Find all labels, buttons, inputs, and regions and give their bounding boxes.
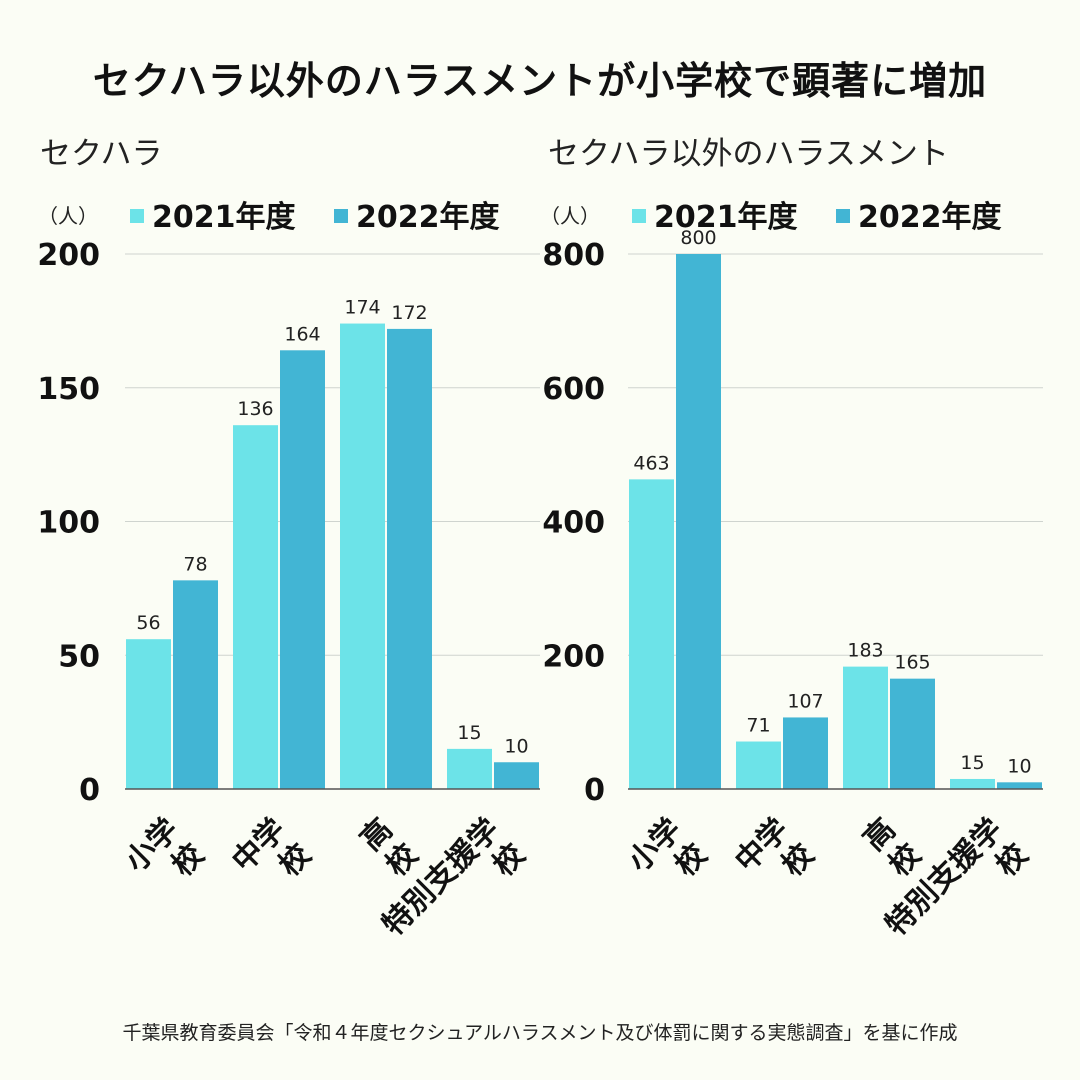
- right-x-category-line: 特別支援学: [879, 812, 1010, 943]
- right-x-category-label: 中学校: [728, 812, 821, 883]
- right-bar-小学校-2022年度: [676, 254, 721, 789]
- legend-swatch-2022: [835, 208, 850, 223]
- legend-item-2021: 2021年度: [130, 192, 296, 236]
- legend-item-2022: 2022年度: [333, 192, 500, 236]
- legend-swatch-2021: [632, 208, 646, 223]
- right-data-label: 183: [847, 640, 883, 662]
- right-y-tick-label: 0: [584, 773, 605, 808]
- left-y-tick-label: 0: [79, 773, 100, 808]
- right-bar-小学校-2021年度: [629, 479, 674, 789]
- left-y-tick-label: 50: [58, 639, 100, 674]
- left-x-category-label: 小学校: [118, 812, 211, 883]
- legend-label-2022: 2022年度: [355, 200, 500, 235]
- left-data-label: 10: [504, 735, 528, 757]
- right-data-label: 463: [633, 452, 669, 474]
- legend-label-2021: 2021年度: [152, 200, 296, 235]
- right-bar-高校-2022年度: [890, 678, 935, 789]
- right-data-label: 71: [746, 715, 770, 737]
- right-bar-特別支援学校-2021年度: [950, 778, 995, 789]
- right-bar-中学校-2022年度: [783, 717, 828, 789]
- left-data-label: 78: [183, 553, 207, 575]
- left-x-category-label: 高校: [354, 812, 425, 883]
- right-x-category-label: 小学校: [621, 812, 714, 883]
- left-data-label: 136: [237, 398, 273, 420]
- left-bar-中学校-2022年度: [280, 350, 325, 789]
- right-y-tick-label: 200: [542, 639, 605, 674]
- right-data-label: 800: [680, 227, 716, 249]
- right-y-tick-label: 800: [542, 238, 605, 273]
- legend-label-2021: 2021年度: [654, 200, 798, 235]
- right-bar-中学校-2021年度: [736, 741, 781, 789]
- left-legend: 2021年度 2022年度: [130, 192, 499, 236]
- left-bar-高校-2022年度: [387, 328, 432, 789]
- right-y-unit: （人）: [540, 204, 600, 228]
- left-data-label: 174: [344, 297, 380, 319]
- left-x-category-label: 中学校: [225, 812, 318, 883]
- right-bar-高校-2021年度: [843, 666, 888, 789]
- left-bar-特別支援学校-2021年度: [447, 748, 492, 789]
- left-bar-高校-2021年度: [340, 323, 385, 789]
- left-y-tick-label: 200: [37, 238, 100, 273]
- right-data-label: 10: [1007, 755, 1031, 777]
- left-bar-小学校-2021年度: [126, 639, 171, 789]
- right-y-tick-label: 400: [542, 506, 605, 541]
- right-legend: 2021年度 2022年度: [632, 192, 1001, 236]
- right-data-label: 15: [960, 752, 984, 774]
- left-data-label: 56: [136, 612, 160, 634]
- page-title: セクハラ以外のハラスメントが小学校で顕著に増加: [92, 59, 988, 103]
- right-chart-title: セクハラ以外のハラスメント: [548, 136, 949, 172]
- legend-item-2022: 2022年度: [835, 192, 1002, 236]
- legend-item-2021: 2021年度: [632, 192, 798, 236]
- legend-swatch-2021: [130, 208, 144, 223]
- left-x-category-line: 特別支援学: [376, 812, 507, 943]
- legend-swatch-2022: [333, 208, 348, 223]
- left-y-tick-label: 100: [37, 506, 100, 541]
- left-data-label: 172: [391, 302, 427, 324]
- left-y-unit: （人）: [38, 204, 98, 228]
- left-data-label: 164: [284, 323, 320, 345]
- left-bar-特別支援学校-2022年度: [494, 762, 539, 789]
- right-y-tick-label: 600: [542, 372, 605, 407]
- left-y-tick-label: 150: [37, 372, 100, 407]
- left-bar-中学校-2021年度: [233, 425, 278, 789]
- source-note: 千葉県教育委員会「令和４年度セクシュアルハラスメント及び体罰に関する実態調査」を…: [122, 1022, 958, 1044]
- legend-label-2022: 2022年度: [857, 200, 1002, 235]
- right-data-label: 107: [787, 690, 823, 712]
- left-data-label: 15: [457, 722, 481, 744]
- left-chart-title: セクハラ: [40, 136, 163, 172]
- right-bar-特別支援学校-2022年度: [997, 782, 1042, 789]
- right-data-label: 165: [894, 652, 930, 674]
- right-x-category-label: 高校: [857, 812, 928, 883]
- left-bar-小学校-2022年度: [173, 580, 218, 789]
